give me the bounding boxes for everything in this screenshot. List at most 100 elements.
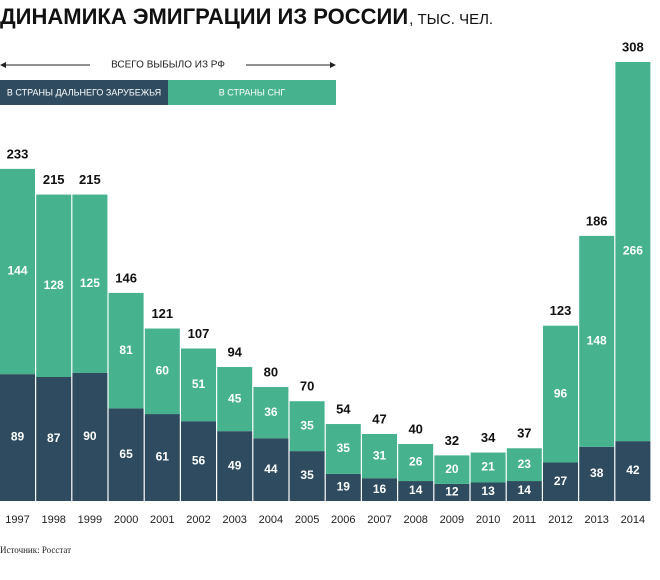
value-label: 20 [445, 462, 459, 476]
value-label: 87 [47, 431, 61, 445]
x-tick-label: 2011 [512, 514, 536, 526]
x-tick-label: 1997 [5, 514, 29, 526]
bar-segment [325, 473, 361, 501]
source: Источник: Росстат [0, 545, 71, 555]
total-label: 37 [517, 426, 531, 441]
x-tick-label: 2013 [584, 514, 608, 526]
bar-segment [434, 483, 470, 501]
legend-label: В СТРАНЫ ДАЛЬНЕГО ЗАРУБЕЖЬЯ [7, 87, 161, 97]
total-label: 308 [622, 39, 644, 54]
total-label: 215 [79, 172, 101, 187]
bar-segment [470, 452, 506, 483]
x-tick-label: 2010 [476, 514, 500, 526]
value-label: 144 [7, 264, 27, 278]
bar-segment [217, 367, 253, 432]
bar-segment [362, 434, 397, 479]
chart-title: ДИНАМИКА ЭМИГРАЦИИ ИЗ РОССИИ [0, 4, 408, 29]
bar-segment [543, 462, 578, 501]
x-tick-label: 1998 [41, 514, 65, 526]
bar-segment [543, 325, 578, 463]
value-label: 128 [44, 278, 64, 292]
bar-segment [108, 292, 144, 409]
bar-segment [36, 194, 72, 377]
x-tick-label: 2001 [150, 514, 174, 526]
value-label: 45 [228, 391, 242, 405]
bar-segment [615, 62, 651, 442]
bar-segment [72, 194, 108, 373]
bar-segment [253, 386, 289, 439]
bar-segment [289, 401, 325, 452]
x-tick-label: 2014 [621, 514, 645, 526]
value-label: 27 [554, 474, 568, 488]
bar-segment [253, 438, 289, 501]
value-label: 49 [228, 458, 242, 472]
value-label: 26 [409, 455, 423, 469]
value-label: 89 [11, 430, 25, 444]
bar-segment [0, 374, 35, 501]
bar-segment [72, 372, 108, 501]
bar-segment [506, 481, 542, 501]
value-label: 96 [554, 386, 568, 400]
bar-segment [325, 424, 361, 474]
value-label: 148 [587, 334, 607, 348]
bar-segment [289, 451, 325, 501]
bar-segment [144, 414, 180, 501]
value-label: 13 [481, 484, 495, 498]
bar-segment [144, 328, 180, 415]
value-label: 14 [518, 483, 532, 497]
total-label: 215 [43, 172, 65, 187]
bar-segment [615, 441, 651, 501]
value-label: 125 [80, 276, 100, 290]
value-label: 23 [518, 457, 532, 471]
x-tick-label: 2006 [331, 514, 355, 526]
total-label: 54 [336, 401, 351, 416]
value-label: 44 [264, 462, 278, 476]
total-label: 80 [264, 364, 278, 379]
value-label: 42 [626, 463, 640, 477]
total-label: 107 [188, 326, 210, 341]
value-label: 266 [623, 244, 643, 258]
bar-segment [579, 235, 615, 447]
total-label: 70 [300, 379, 314, 394]
value-label: 65 [119, 447, 133, 461]
x-tick-label: 2007 [367, 514, 391, 526]
value-label: 51 [192, 377, 206, 391]
value-label: 81 [119, 343, 133, 357]
total-label: ВСЕГО ВЫБЫЛО ИЗ РФ [111, 60, 225, 71]
value-label: 16 [373, 482, 387, 496]
value-label: 36 [264, 405, 278, 419]
value-label: 61 [156, 450, 170, 464]
bar-segment [506, 448, 542, 482]
x-tick-label: 2002 [186, 514, 210, 526]
bar-segment [36, 376, 72, 501]
legend-swatch [0, 80, 168, 105]
bar-segment [434, 455, 470, 484]
x-tick-label: 2005 [295, 514, 319, 526]
value-label: 56 [192, 453, 206, 467]
bar-segment [217, 431, 253, 501]
bar-segment [0, 168, 35, 375]
legend-swatch [168, 80, 336, 105]
value-label: 12 [445, 485, 459, 499]
total-label-bg [90, 58, 246, 72]
value-label: 21 [481, 460, 495, 474]
value-label: 60 [156, 363, 170, 377]
total-label: 47 [372, 411, 386, 426]
bar-segment [470, 482, 506, 501]
bar-segment [181, 348, 216, 422]
total-label: 121 [151, 306, 173, 321]
x-tick-label: 2008 [403, 514, 427, 526]
total-label: 123 [550, 303, 572, 318]
value-label: 14 [409, 483, 423, 497]
value-label: 19 [337, 480, 351, 494]
x-tick-label: 2004 [259, 514, 283, 526]
value-label: 35 [300, 468, 314, 482]
total-label: 32 [445, 433, 459, 448]
total-label: 40 [408, 421, 422, 436]
value-label: 35 [337, 441, 351, 455]
bar-segment [398, 443, 434, 482]
x-tick-label: 2009 [440, 514, 464, 526]
value-label: 90 [83, 429, 97, 443]
x-tick-label: 2000 [114, 514, 138, 526]
